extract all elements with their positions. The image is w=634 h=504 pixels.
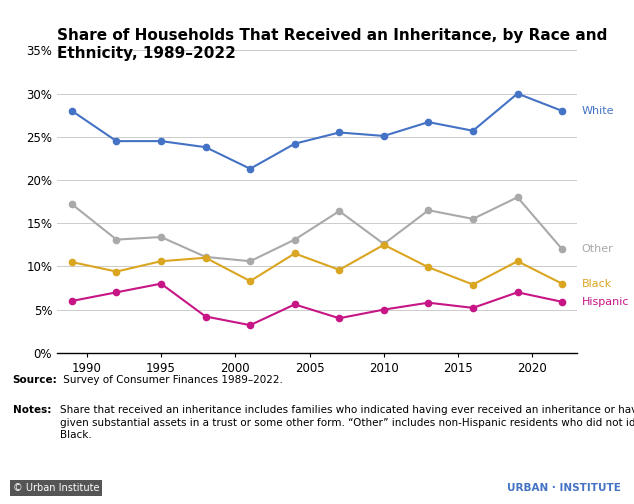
Text: Other: Other [581,244,613,254]
Text: Black: Black [581,279,612,289]
Text: Share that received an inheritance includes families who indicated having ever r: Share that received an inheritance inclu… [60,405,634,440]
Text: White: White [581,106,614,116]
Text: © Urban Institute: © Urban Institute [13,483,99,493]
Text: URBAN · INSTITUTE: URBAN · INSTITUTE [507,483,621,493]
Text: Notes:: Notes: [13,405,51,415]
Text: Hispanic: Hispanic [581,297,629,307]
Text: Share of Households That Received an Inheritance, by Race and
Ethnicity, 1989–20: Share of Households That Received an Inh… [57,28,607,61]
Text: Source:: Source: [13,375,58,386]
Text: Survey of Consumer Finances 1989–2022.: Survey of Consumer Finances 1989–2022. [60,375,283,386]
